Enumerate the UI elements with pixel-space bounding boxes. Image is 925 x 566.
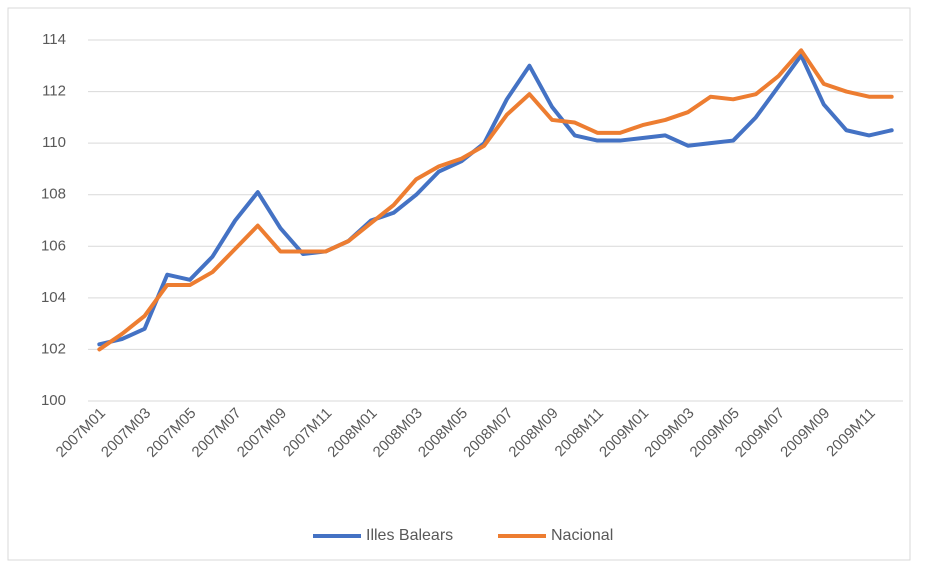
y-tick-label: 110 [42,134,66,151]
y-tick-label: 106 [41,237,66,254]
chart-frame [7,7,911,561]
line-series [97,53,894,347]
legend-label: Illes Balears [366,527,453,544]
y-tick-label: 108 [41,186,66,203]
y-tick-label: 114 [42,31,66,48]
legend-label: Nacional [551,527,613,544]
y-tick-label: 104 [41,289,66,306]
y-tick-label: 102 [41,340,66,357]
y-tick-label: 100 [41,392,66,409]
y-tick-label: 112 [42,83,66,100]
line-series [97,48,894,352]
